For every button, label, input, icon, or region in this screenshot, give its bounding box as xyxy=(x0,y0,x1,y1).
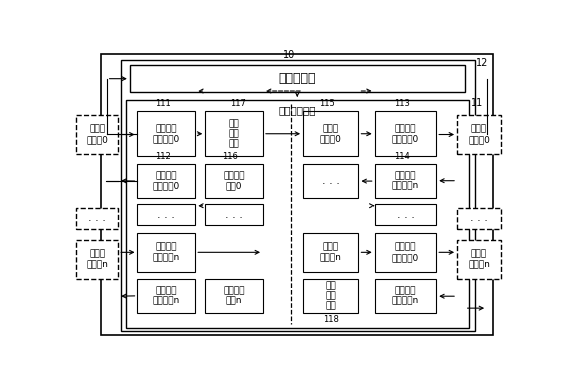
Text: 互联总线模型: 互联总线模型 xyxy=(279,106,316,116)
Text: 从机反馈
延时模块n: 从机反馈 延时模块n xyxy=(392,172,419,191)
Text: 主机访问
延时模块n: 主机访问 延时模块n xyxy=(153,242,180,262)
Text: . . .: . . . xyxy=(322,176,340,186)
Text: 主机电
路模块n: 主机电 路模块n xyxy=(86,250,108,269)
Text: 从机访
问队列n: 从机访 问队列n xyxy=(320,242,342,262)
Text: 112: 112 xyxy=(155,152,171,161)
Text: 116: 116 xyxy=(223,152,238,161)
Text: 从机访
问队列0: 从机访 问队列0 xyxy=(320,124,342,144)
Text: 主机反馈
队列n: 主机反馈 队列n xyxy=(223,286,245,306)
Bar xyxy=(375,278,436,313)
Bar xyxy=(303,233,358,272)
Bar xyxy=(303,111,358,156)
Text: 从机
仲裁
模块: 从机 仲裁 模块 xyxy=(325,281,336,311)
Bar xyxy=(205,111,263,156)
Bar xyxy=(457,208,501,229)
Text: 从机电
路模块0: 从机电 路模块0 xyxy=(468,125,490,144)
Text: . . .: . . . xyxy=(470,213,488,223)
Bar xyxy=(137,164,195,198)
Text: 10: 10 xyxy=(283,50,295,60)
Text: 从机访问
延时模块0: 从机访问 延时模块0 xyxy=(392,242,419,262)
Text: 12: 12 xyxy=(476,58,489,68)
Text: 118: 118 xyxy=(323,315,338,324)
Bar xyxy=(76,240,118,278)
Bar xyxy=(457,115,501,154)
Bar xyxy=(205,278,263,313)
Bar xyxy=(205,204,263,225)
Text: 从机反馈
延时模块n: 从机反馈 延时模块n xyxy=(392,286,419,306)
Bar xyxy=(303,278,358,313)
Text: 主机电
路模块0: 主机电 路模块0 xyxy=(86,125,108,144)
Bar xyxy=(76,115,118,154)
Text: 从机访问
延时模块0: 从机访问 延时模块0 xyxy=(392,124,419,144)
Bar xyxy=(137,111,195,156)
Text: 117: 117 xyxy=(230,99,246,108)
Bar xyxy=(126,100,470,328)
Text: . . .: . . . xyxy=(158,210,175,219)
Text: 主机反馈
延时模块0: 主机反馈 延时模块0 xyxy=(153,172,180,191)
Bar xyxy=(375,204,436,225)
Text: 主机反馈
队列0: 主机反馈 队列0 xyxy=(223,172,245,191)
Text: 113: 113 xyxy=(394,99,410,108)
Bar xyxy=(76,208,118,229)
Text: 主机反馈
延时模块n: 主机反馈 延时模块n xyxy=(153,286,180,306)
Bar xyxy=(130,65,465,92)
Bar xyxy=(375,111,436,156)
Bar xyxy=(375,164,436,198)
Text: . . .: . . . xyxy=(88,213,106,223)
Text: . . .: . . . xyxy=(225,210,243,219)
Text: 11: 11 xyxy=(471,98,483,108)
Bar xyxy=(137,278,195,313)
Bar xyxy=(457,240,501,278)
Text: 协议事务池: 协议事务池 xyxy=(279,72,316,85)
Bar xyxy=(137,204,195,225)
Bar xyxy=(375,233,436,272)
Text: 主机
仲裁
模块: 主机 仲裁 模块 xyxy=(229,119,240,149)
Text: 111: 111 xyxy=(155,99,171,108)
Text: . . .: . . . xyxy=(397,210,414,219)
Text: 115: 115 xyxy=(319,99,335,108)
Text: 主机访问
延时模块0: 主机访问 延时模块0 xyxy=(153,124,180,144)
Text: 从机电
路模块n: 从机电 路模块n xyxy=(468,250,490,269)
Text: 114: 114 xyxy=(394,152,410,161)
Bar xyxy=(120,60,475,331)
Bar xyxy=(205,164,263,198)
Bar xyxy=(137,233,195,272)
Bar xyxy=(303,164,358,198)
